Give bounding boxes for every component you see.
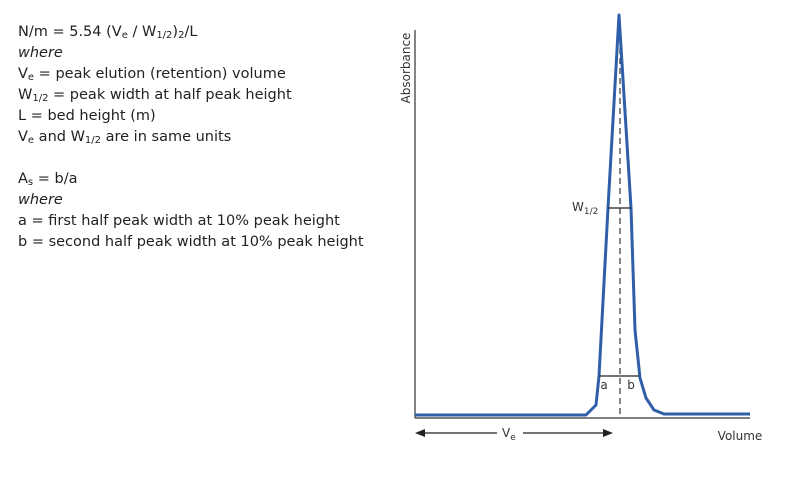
subscript: e — [27, 72, 35, 83]
text-run: ) — [172, 24, 179, 40]
retention-label: Ve — [502, 426, 516, 443]
text-line: b = second half peak width at 10% peak h… — [18, 232, 364, 253]
text-run: V — [18, 66, 28, 82]
text-run: /L — [184, 24, 198, 40]
text-line: N/m = 5.54 (Ve / W1/2)2/L — [18, 22, 364, 43]
text-line: Ve and W1/2 are in same units — [18, 127, 364, 148]
text-run: and W — [34, 129, 85, 145]
formula-text: N/m = 5.54 (Ve / W1/2)2/L where Ve = peak … — [18, 22, 364, 274]
text-line: where — [18, 43, 364, 64]
text-run: where — [18, 192, 63, 208]
text-run: b = second half peak width at 10% peak h… — [18, 234, 364, 250]
text-run: V — [502, 426, 511, 440]
text-line: W1/2 = peak width at half peak height — [18, 85, 364, 106]
text-run: = peak elution (retention) volume — [34, 66, 286, 82]
text-run: / W — [127, 24, 157, 40]
text-run: W — [18, 87, 33, 103]
arrow-head — [415, 429, 425, 437]
subscript: 1/2 — [84, 135, 102, 146]
text-line: L = bed height (m) — [18, 106, 364, 127]
peak-curve — [415, 13, 750, 417]
text-line: a = first half peak width at 10% peak he… — [18, 211, 364, 232]
arrow-head — [603, 429, 613, 437]
subscript: 2 — [178, 30, 185, 41]
subscript: 1/2 — [156, 30, 173, 41]
text-block: N/m = 5.54 (Ve / W1/2)2/L where Ve = peak … — [18, 22, 364, 148]
text-run: V — [18, 129, 28, 145]
text-run: L = bed height (m) — [18, 108, 156, 124]
text-run: A — [18, 171, 28, 187]
text-run: where — [18, 45, 63, 61]
x-axis-label: Volume — [718, 429, 763, 443]
text-run: = b/a — [33, 171, 78, 187]
text-line: Ve = peak elution (retention) volume — [18, 64, 364, 85]
text-run: N/m = 5.54 (V — [18, 24, 122, 40]
subscript: e — [510, 433, 516, 443]
text-line: where — [18, 190, 364, 211]
text-run: = peak width at half peak height — [48, 87, 292, 103]
b-label: b — [627, 378, 635, 392]
subscript: e — [27, 135, 35, 146]
text-run: W — [572, 200, 584, 214]
text-run: a = first half peak width at 10% peak he… — [18, 213, 340, 229]
text-block: As = b/a where a = first half peak width a… — [18, 169, 364, 253]
subscript: e — [121, 30, 128, 41]
subscript: 1/2 — [584, 207, 598, 217]
text-line: As = b/a — [18, 169, 364, 190]
a-label: a — [600, 378, 607, 392]
subscript: 1/2 — [32, 93, 49, 104]
text-run: are in same units — [101, 129, 232, 145]
half-width-label: W1/2 — [572, 200, 598, 217]
subscript: s — [27, 177, 34, 188]
y-axis-label: Absorbance — [399, 33, 413, 104]
